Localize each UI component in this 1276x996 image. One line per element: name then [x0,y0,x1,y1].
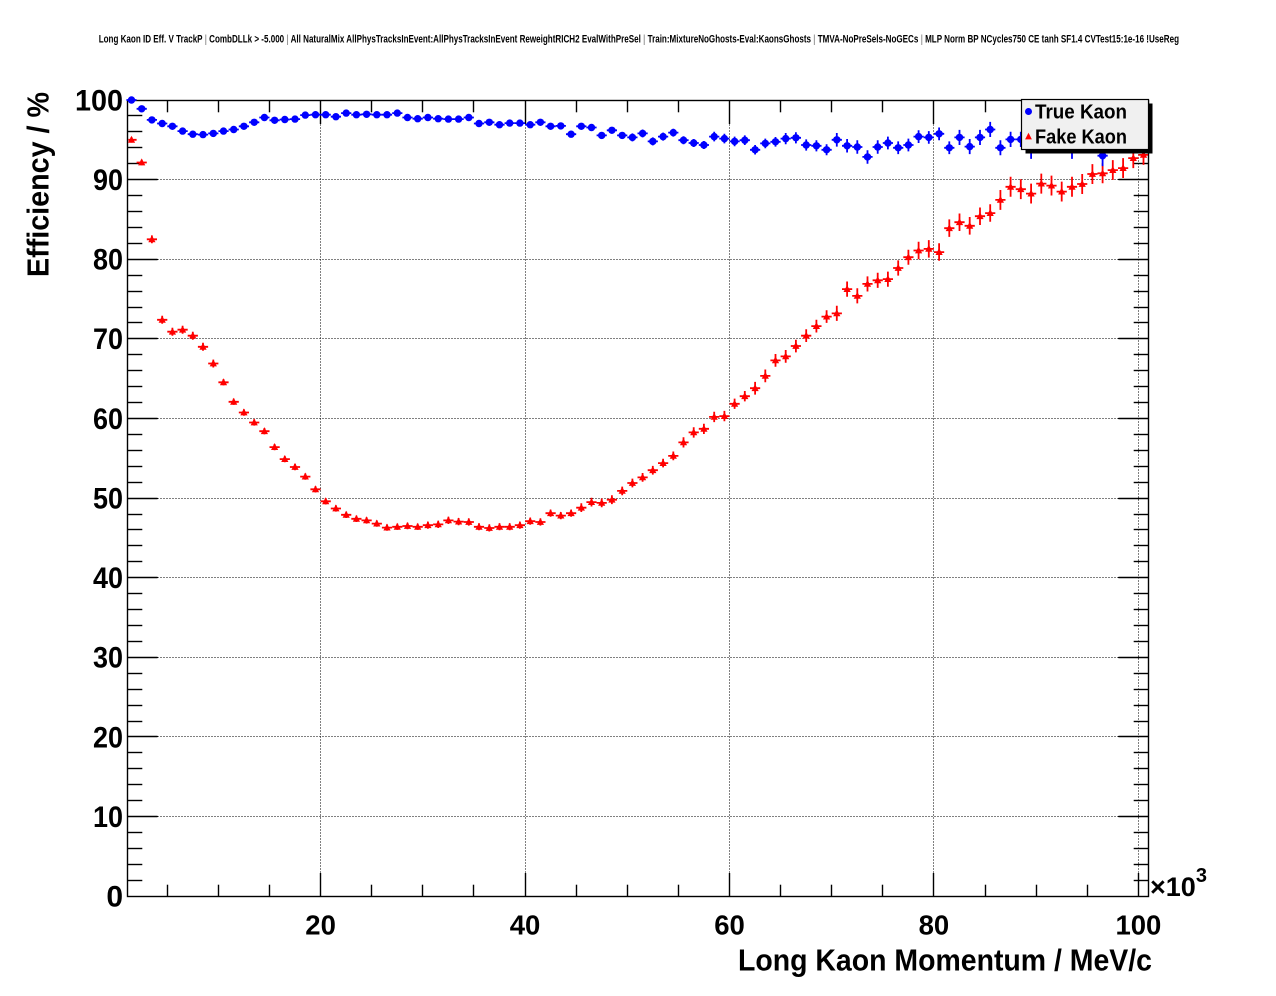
svg-text:80: 80 [93,244,123,277]
svg-text:50: 50 [93,482,123,515]
svg-text:60: 60 [93,403,123,436]
svg-text:True Kaon: True Kaon [1035,102,1127,124]
svg-text:Fake Kaon: Fake Kaon [1035,127,1127,149]
svg-text:×103: ×103 [1150,865,1207,902]
svg-text:Long Kaon Momentum / MeV/c: Long Kaon Momentum / MeV/c [738,943,1152,978]
svg-text:70: 70 [93,323,123,356]
svg-text:Efficiency / %: Efficiency / % [21,92,56,277]
svg-text:60: 60 [714,910,745,941]
svg-text:0: 0 [106,881,123,914]
svg-text:20: 20 [305,910,336,941]
svg-text:20: 20 [93,721,123,754]
svg-text:30: 30 [93,642,123,675]
svg-text:90: 90 [93,164,123,197]
svg-text:100: 100 [1115,910,1161,941]
svg-text:40: 40 [510,910,541,941]
svg-text:80: 80 [919,910,950,941]
svg-text:100: 100 [75,84,123,117]
svg-text:40: 40 [93,562,123,595]
svg-text:Long Kaon ID Eff. V TrackP | C: Long Kaon ID Eff. V TrackP | CombDLLk > … [99,34,1179,46]
svg-text:10: 10 [93,801,123,834]
